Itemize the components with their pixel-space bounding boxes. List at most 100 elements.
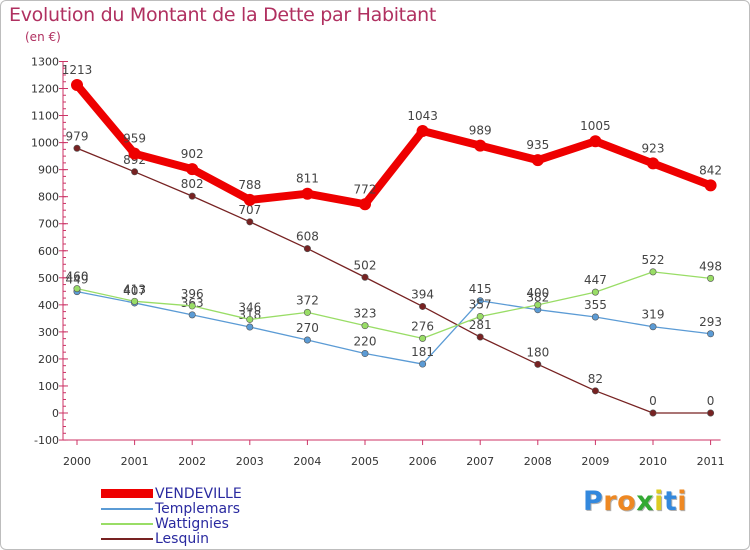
legend-swatch-lesquin [101,538,153,540]
data-point-vendeville [359,198,371,211]
y-tick-label: 900 [38,164,59,177]
x-tick-label: 2007 [466,455,494,468]
y-tick-label: 1200 [31,83,59,96]
data-point-lesquin [246,218,254,226]
x-tick-label: 2011 [697,455,725,468]
legend-swatch-vendeville [101,489,153,498]
y-tick-label: 500 [38,272,59,285]
data-label-vendeville: 923 [642,141,665,155]
data-point-wattignies [246,315,254,323]
x-tick-label: 2004 [293,455,321,468]
data-label-vendeville: 989 [469,124,492,138]
data-label-wattignies: 447 [584,273,607,287]
data-label-templemars: 220 [354,335,377,349]
data-label-templemars: 293 [699,315,722,329]
data-label-lesquin: 979 [66,129,89,143]
data-point-templemars [246,323,254,331]
legend-item-wattignies: Wattignies [101,516,301,532]
data-point-lesquin [361,273,369,281]
data-point-lesquin [73,144,81,152]
data-point-vendeville [474,139,487,152]
logo-letter: t [663,486,678,517]
data-label-vendeville: 902 [181,147,204,161]
data-point-lesquin [303,245,311,253]
data-label-templemars: 319 [642,308,665,322]
data-point-templemars [419,360,427,368]
data-label-templemars: 270 [296,321,319,335]
data-point-lesquin [591,387,599,395]
data-label-lesquin: 180 [526,345,549,359]
x-tick-label: 2001 [121,455,149,468]
data-label-wattignies: 522 [642,253,665,267]
y-tick-label: 0 [52,407,59,420]
data-point-lesquin [476,333,484,341]
series-line-lesquin [76,147,712,414]
data-label-wattignies: 400 [526,286,549,300]
x-tick-label: 2005 [351,455,379,468]
data-point-templemars [188,311,196,319]
data-point-vendeville [589,135,602,148]
data-point-wattignies [188,302,196,310]
y-tick-label: 200 [38,353,59,366]
data-point-vendeville [647,157,659,170]
data-point-templemars [303,336,311,344]
logo-letter: P [583,486,604,517]
data-point-wattignies [73,285,81,293]
data-label-vendeville: 959 [123,132,146,146]
data-point-lesquin [649,409,657,417]
data-label-lesquin: 608 [296,230,319,244]
data-label-wattignies: 396 [181,287,204,301]
data-label-wattignies: 372 [296,293,319,307]
x-tick-label: 2008 [524,455,552,468]
x-tick-label: 2010 [639,455,667,468]
y-tick-label: 400 [38,299,59,312]
data-label-wattignies: 357 [469,297,492,311]
data-point-templemars [707,330,715,338]
data-label-templemars: 449 [66,273,89,287]
data-point-vendeville [71,79,83,92]
data-label-wattignies: 460 [66,270,89,284]
data-label-vendeville: 1043 [407,109,438,123]
data-point-wattignies [361,322,369,330]
data-label-vendeville: 1213 [62,63,93,77]
data-point-wattignies [591,288,599,296]
data-point-wattignies [707,274,715,282]
logo-letter: o [617,486,637,517]
legend-label-vendeville: VENDEVILLE [155,486,242,502]
data-point-templemars [591,313,599,321]
x-tick-label: 2009 [581,455,609,468]
x-tick-label: 2003 [236,455,264,468]
data-point-vendeville [416,124,429,137]
data-label-wattignies: 413 [123,282,146,296]
y-tick-label: 100 [38,380,59,393]
x-tick-label: 2006 [409,455,437,468]
legend-swatch-templemars [101,508,153,510]
chart-title: Evolution du Montant de la Dette par Hab… [9,4,437,26]
data-label-lesquin: 0 [649,394,657,408]
data-label-templemars: 382 [526,291,549,305]
data-point-vendeville [243,193,256,206]
data-label-vendeville: 788 [238,178,261,192]
data-label-vendeville: 811 [296,172,319,186]
data-label-templemars: 407 [123,284,146,298]
data-label-vendeville: 772 [354,182,377,196]
data-label-templemars: 355 [584,298,607,312]
data-label-wattignies: 346 [238,300,261,314]
data-label-wattignies: 323 [354,307,377,321]
chart-unit: (en €) [25,30,61,44]
y-tick-label: 1100 [31,110,59,123]
data-point-vendeville [128,147,141,160]
data-label-vendeville: 935 [526,138,549,152]
data-label-lesquin: 707 [238,203,261,217]
y-tick-label: 1300 [31,55,59,68]
x-tick-label: 2000 [63,455,91,468]
legend-item-lesquin: Lesquin [101,531,301,547]
logo-letter: i [654,486,664,517]
data-label-vendeville: 842 [699,163,722,177]
logo-letter: i [677,486,688,517]
data-point-lesquin [707,409,715,417]
proxiti-logo: Proxiti [583,486,687,517]
y-tick-label: 1000 [31,137,59,150]
